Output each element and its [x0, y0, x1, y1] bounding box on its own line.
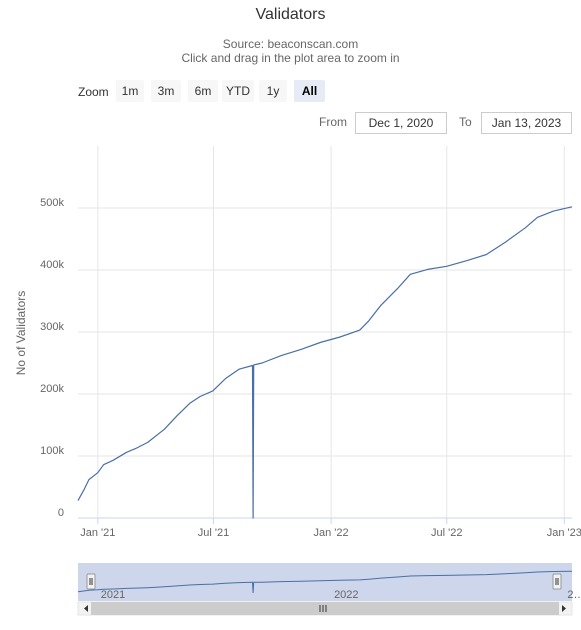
zoom-1m-button[interactable]: 1m — [116, 80, 144, 102]
zoom-3m-button[interactable]: 3m — [151, 80, 181, 102]
y-tick-label: 200k — [40, 383, 64, 395]
y-tick-label: 400k — [40, 259, 64, 271]
y-tick-label: 0 — [58, 507, 64, 519]
scroll-right-arrow-icon[interactable] — [562, 605, 566, 612]
from-label: From — [319, 115, 347, 129]
series-line[interactable] — [77, 206, 573, 519]
navigator-label: 2022 — [334, 589, 358, 601]
to-label: To — [459, 115, 472, 129]
zoom-all-button[interactable]: All — [294, 80, 325, 102]
chart-zoom-hint: Click and drag in the plot area to zoom … — [181, 51, 400, 65]
zoom-1y-button[interactable]: 1y — [259, 80, 287, 102]
zoom-ytd-button[interactable]: YTD — [222, 80, 254, 102]
y-axis-title: No of Validators — [14, 291, 28, 376]
scroll-left-arrow-icon[interactable] — [84, 605, 88, 612]
x-tick-label: Jan '23 — [547, 527, 581, 539]
x-tick-label: Jul '22 — [431, 527, 462, 539]
x-tick-label: Jan '21 — [80, 527, 115, 539]
zoom-6m-button[interactable]: 6m — [188, 80, 218, 102]
to-date-input[interactable]: Jan 13, 2023 — [481, 112, 572, 134]
x-tick-label: Jan '22 — [314, 527, 349, 539]
navigator-label: 2021 — [101, 589, 125, 601]
chart-source: Source: beaconscan.com — [222, 37, 359, 51]
navigator-series-line — [77, 570, 573, 594]
from-date-input[interactable]: Dec 1, 2020 — [355, 112, 447, 134]
navigator-selection[interactable] — [78, 563, 572, 601]
x-tick-label: Jul '21 — [198, 527, 229, 539]
y-tick-label: 100k — [40, 445, 64, 457]
scrollbar-thumb[interactable] — [91, 602, 559, 615]
navigator-left-handle[interactable] — [86, 573, 96, 590]
y-tick-label: 500k — [40, 197, 64, 209]
chart-title: Validators — [255, 6, 326, 23]
navigator-right-handle[interactable] — [552, 573, 562, 590]
navigator-label: 2… — [567, 589, 581, 601]
y-tick-label: 300k — [40, 321, 64, 333]
zoom-label: Zoom — [78, 85, 109, 99]
